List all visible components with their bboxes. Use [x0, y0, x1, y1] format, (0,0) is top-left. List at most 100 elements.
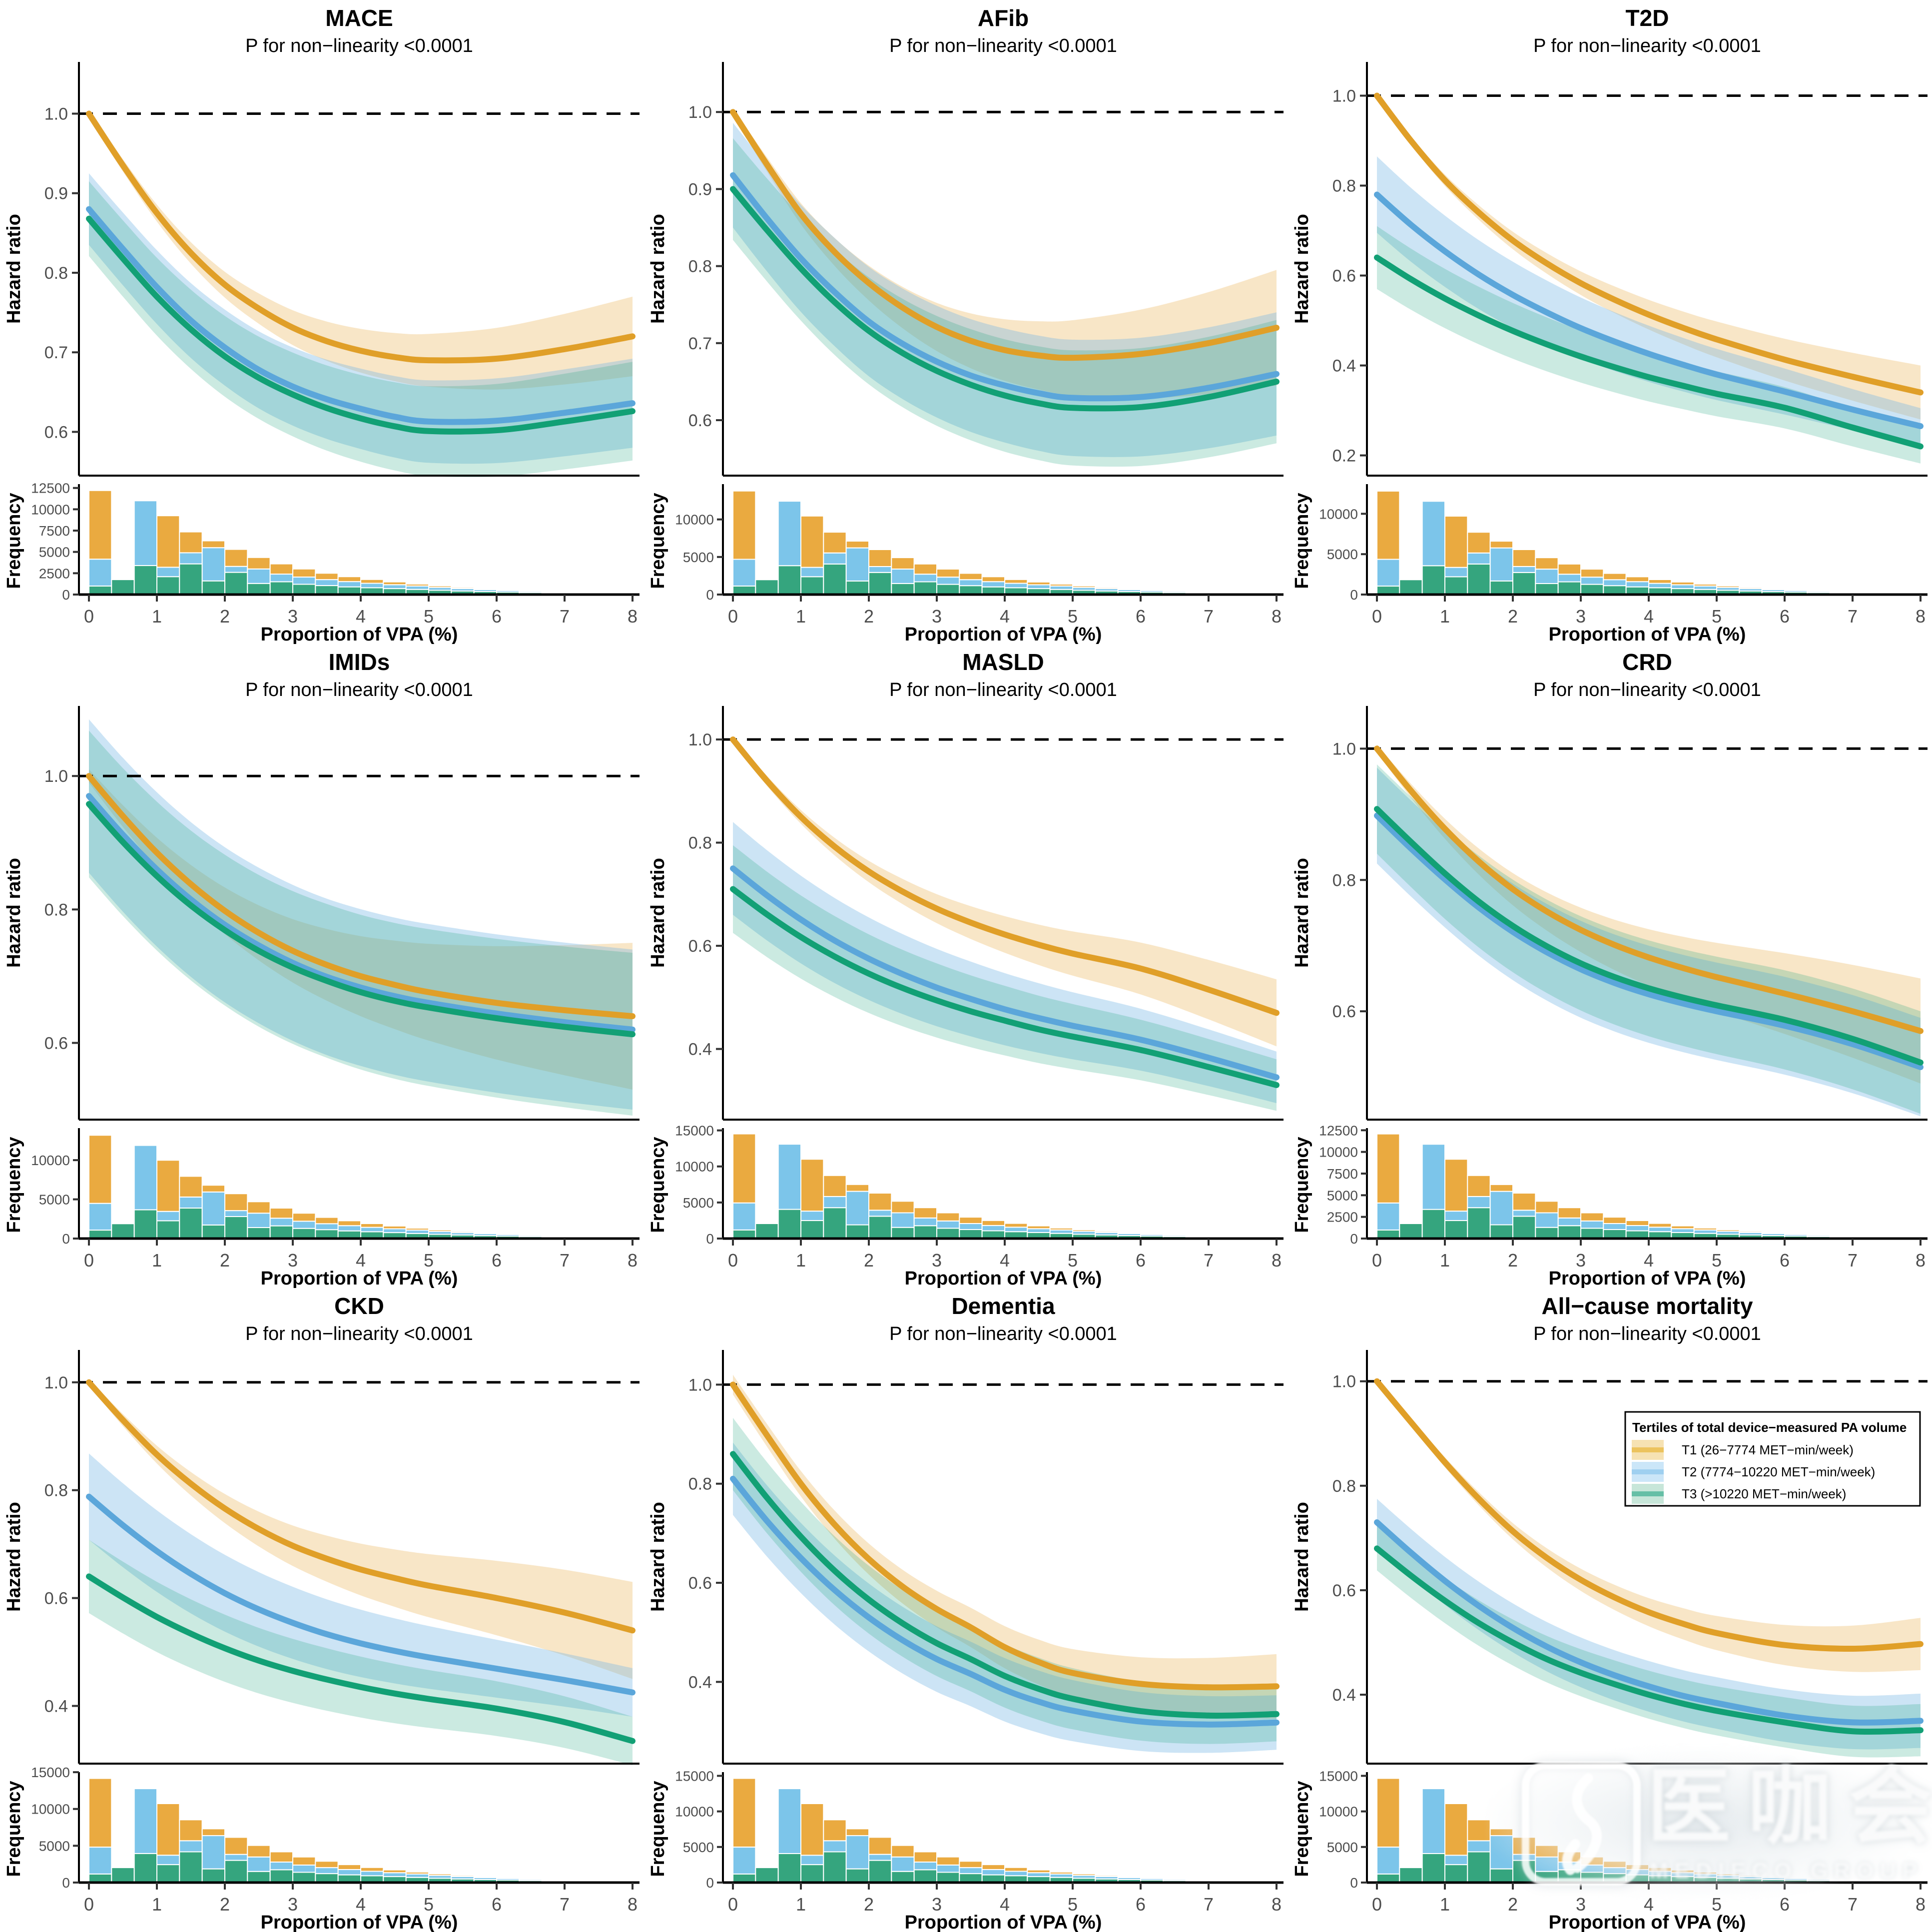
dementia-hist-bar-t2 — [936, 1865, 960, 1873]
mace-hist-bar-t3 — [269, 581, 294, 596]
x-tick-label: 0 — [1372, 606, 1382, 627]
crd-hist-bar-t2 — [1512, 1210, 1536, 1217]
t2d-hist-bar-t1 — [1807, 591, 1831, 592]
afib-hist-bar-t1 — [1140, 590, 1164, 591]
mace-hist-bar-t3 — [88, 585, 112, 596]
afib-hist-bar-t3 — [732, 586, 756, 595]
crd-hist-bar-t2 — [1693, 1229, 1718, 1234]
panel-t2d: 0.2 0.4 0.6 0.8 1.0 Hazard ratio 0 5000 10000 Fre… — [1288, 0, 1932, 644]
ckd-hist-bar-t2 — [360, 1871, 384, 1877]
crd-hist-bar-t2 — [1648, 1227, 1672, 1233]
imids-hist-bar-t2 — [201, 1191, 226, 1226]
dementia-t3-ci-band — [733, 1417, 1277, 1744]
afib-hist-bar-t1 — [823, 532, 847, 554]
mace-hist-bar-t1 — [451, 587, 475, 590]
imids-hist-bar-t1 — [88, 1135, 112, 1204]
crd-hist-bar-t3 — [1603, 1229, 1627, 1239]
t2d-hist-bar-t1 — [1512, 549, 1536, 567]
imids-t1-curve — [86, 773, 636, 1019]
mace-hist-bar-t1 — [337, 576, 362, 583]
ckd-hist-bar-t2 — [179, 1840, 203, 1853]
frequency-axis-title: Frequency — [1291, 1781, 1312, 1877]
t2d-t1-curve — [1374, 92, 1924, 396]
imids-hist-bar-t3 — [111, 1223, 135, 1240]
afib-hist-bar-t1 — [936, 569, 960, 578]
hazard-ratio-axis-title: Hazard ratio — [3, 858, 24, 968]
masld-hist-bar-t2 — [1049, 1229, 1074, 1234]
imids-hist-bar-t2 — [383, 1228, 407, 1234]
all_cause-hist-bar-t1 — [1444, 1803, 1468, 1856]
t2d-chart: 0.2 0.4 0.6 0.8 1.0 Hazard ratio 0 5000 10000 Fre… — [1291, 5, 1928, 644]
all_cause-t3-curve — [1374, 1545, 1924, 1735]
x-tick-label: 3 — [932, 1250, 942, 1271]
crd-hist-bar-t3 — [1467, 1207, 1491, 1239]
dementia-hist-bar-t1 — [981, 1864, 1006, 1870]
imids-hist-bar-t3 — [247, 1227, 271, 1239]
x-tick-label: 1 — [152, 606, 162, 627]
masld-hist-bar-t3 — [732, 1229, 756, 1240]
crd-hist-bar-t2 — [1557, 1217, 1582, 1227]
x-tick-label: 0 — [728, 606, 738, 627]
ckd-hist-bar-t1 — [473, 1876, 498, 1879]
x-tick-label: 1 — [152, 1250, 162, 1271]
t2d-hist-bar-t2 — [1693, 586, 1718, 590]
crd-t1-ci-band — [1377, 744, 1921, 1084]
all_cause-hist-bar-t2 — [1376, 1847, 1400, 1875]
imids-hist-bar-t1 — [224, 1193, 248, 1212]
x-tick-label: 3 — [288, 1894, 298, 1915]
y-tick-label: 1.0 — [1332, 87, 1356, 106]
dementia-hist-bar-t1 — [732, 1778, 756, 1848]
mace-hist-bar-t1 — [224, 549, 248, 567]
ckd-hist-bar-t2 — [337, 1869, 362, 1876]
all_cause-hist-bar-t3 — [1444, 1864, 1468, 1883]
dementia-hist-bar-t1 — [1004, 1867, 1028, 1872]
frequency-axis-title: Frequency — [3, 493, 24, 589]
imids-hist-bar-t3 — [156, 1220, 180, 1240]
ckd-hist-bar-t3 — [247, 1871, 271, 1884]
x-tick-label: 5 — [1712, 1894, 1722, 1915]
imids-chart: 0.6 0.8 1.0 Hazard ratio 0 5000 10000 Frequency… — [3, 649, 640, 1288]
x-tick-label: 2 — [1508, 606, 1518, 627]
hist-y-tick-label: 5000 — [39, 545, 70, 560]
x-axis-title: Proportion of VPA (%) — [1549, 1912, 1746, 1932]
y-tick-label: 1.0 — [44, 105, 68, 124]
afib-hist-bar-t3 — [845, 580, 870, 596]
t2d-hist-bar-t2 — [1625, 581, 1650, 588]
ckd-t2-ci-band — [89, 1453, 633, 1717]
masld-hist-bar-t1 — [1163, 1235, 1187, 1236]
dementia-hist-bar-t2 — [868, 1854, 892, 1861]
masld-hist-bar-t1 — [1004, 1223, 1028, 1228]
imids-hist-bar-t3 — [201, 1224, 226, 1240]
x-tick-label: 0 — [728, 1894, 738, 1915]
x-tick-label: 8 — [1916, 1894, 1926, 1915]
dementia-hist-bar-t1 — [1163, 1879, 1187, 1880]
t2d-hist-bar-t1 — [1467, 532, 1491, 554]
dementia-t3-curve — [730, 1451, 1280, 1719]
x-tick-label: 7 — [1204, 1250, 1214, 1271]
t2d-hist-bar-t1 — [1648, 579, 1672, 584]
imids-hist-bar-t3 — [133, 1209, 158, 1240]
dementia-hist-bar-t1 — [1072, 1873, 1096, 1876]
mace-hist-bar-t1 — [179, 531, 203, 554]
y-tick-label: 0.8 — [44, 1481, 68, 1500]
afib-hist-bar-t1 — [959, 573, 983, 581]
all_cause-hist-bar-t1 — [1807, 1879, 1831, 1880]
masld-hist-bar-t1 — [936, 1212, 960, 1222]
afib-t2-curve — [730, 172, 1280, 402]
y-tick-label: 0.8 — [688, 257, 712, 276]
dementia-hist-bar-t2 — [800, 1855, 824, 1866]
frequency-axis-title: Frequency — [3, 1781, 24, 1877]
legend-title: Tertiles of total device−measured PA vol… — [1632, 1420, 1907, 1435]
ckd-t3-curve — [86, 1573, 636, 1744]
dementia-hist-bar-t2 — [959, 1867, 983, 1875]
mace-hist-bar-t3 — [292, 584, 316, 595]
x-tick-label: 2 — [1508, 1894, 1518, 1915]
afib-hist-bar-t2 — [868, 566, 892, 573]
ckd-hist-bar-t2 — [383, 1872, 407, 1878]
dementia-hist-bar-t1 — [868, 1837, 892, 1855]
x-tick-label: 5 — [1712, 606, 1722, 627]
masld-hist-bar-t2 — [732, 1202, 756, 1231]
x-tick-label: 1 — [1440, 1250, 1450, 1271]
hist-y-tick-label: 0 — [706, 587, 714, 603]
mace-hist-bar-t2 — [405, 585, 430, 590]
